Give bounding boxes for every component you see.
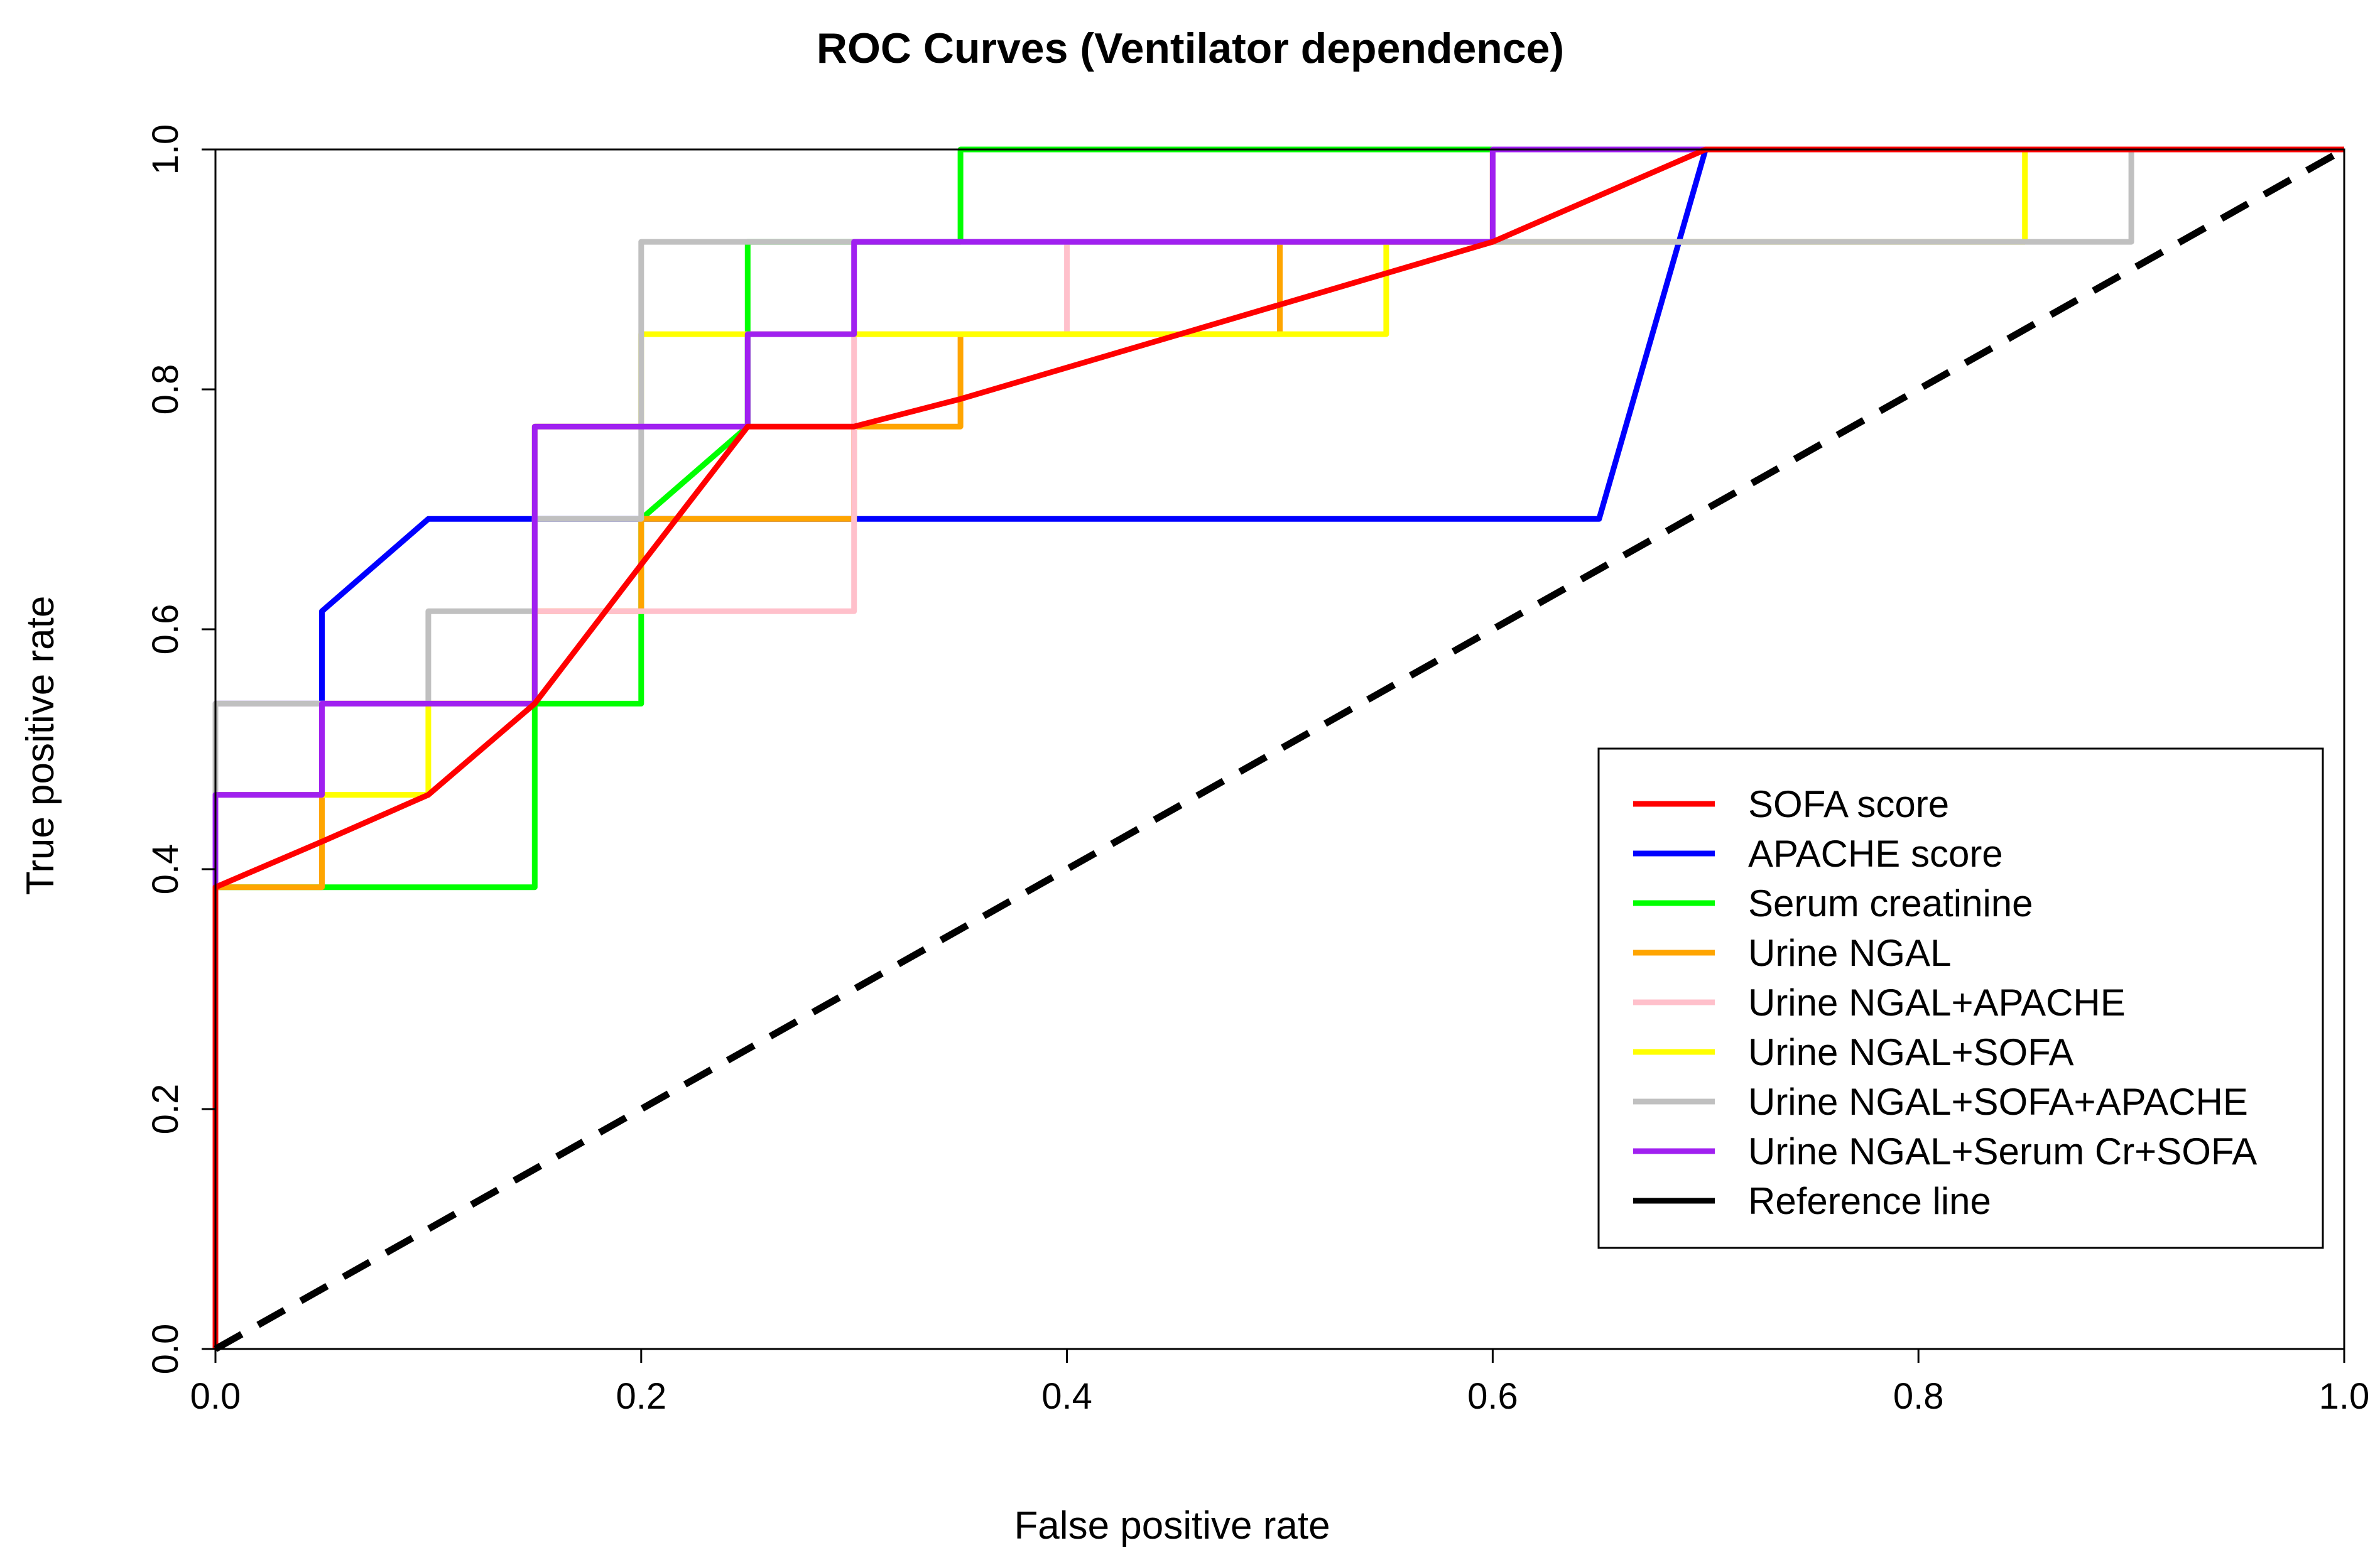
series-line-8 (214, 146, 2346, 1352)
legend-entry-label: Urine NGAL+SOFA (1748, 1031, 2074, 1073)
y-axis-label: True positive rate (19, 596, 62, 896)
legend-entry-label: SOFA score (1748, 783, 1949, 825)
x-tick-label: 0.4 (1041, 1376, 1092, 1417)
y-tick-label: 0.2 (145, 1084, 186, 1135)
legend-entry-label: Urine NGAL+APACHE (1748, 982, 2126, 1024)
x-tick-label: 0.6 (1467, 1376, 1518, 1417)
legend-entry-label: Serum creatinine (1748, 882, 2033, 924)
y-tick-label: 1.0 (145, 124, 186, 175)
series-layer (212, 146, 2346, 1352)
plot-area (212, 146, 2346, 1352)
y-tick-label: 0.8 (145, 364, 186, 415)
legend-entry-label: Urine NGAL+SOFA+APACHE (1748, 1081, 2248, 1123)
legend-entry-label: APACHE score (1748, 833, 2003, 875)
legend-entry-label: Urine NGAL+Serum Cr+SOFA (1748, 1130, 2257, 1173)
x-tick-label: 0.2 (616, 1376, 666, 1417)
y-tick-label: 0.4 (145, 844, 186, 895)
legend-box (1597, 747, 2324, 1249)
x-axis-label: False positive rate (1014, 1504, 1330, 1547)
x-tick-label: 0.0 (190, 1376, 241, 1417)
x-tick-label: 0.8 (1893, 1376, 1944, 1417)
chart-title: ROC Curves (Ventilator dependence) (817, 24, 1564, 72)
x-axis: 0.0 0.2 0.4 0.6 0.8 1.0 (190, 1348, 2370, 1417)
x-tick-label: 1.0 (2319, 1376, 2370, 1417)
y-tick-label: 0.6 (145, 604, 186, 655)
y-axis: 0.0 0.2 0.4 0.6 0.8 1.0 (145, 124, 217, 1375)
legend-entry-label: Urine NGAL (1748, 932, 1951, 974)
legend: SOFA score APACHE score Serum creatinine Ur… (1597, 747, 2324, 1249)
y-tick-label: 0.0 (145, 1324, 186, 1375)
legend-entry-label: Reference line (1748, 1180, 1991, 1222)
series-line-0 (212, 146, 2344, 1349)
